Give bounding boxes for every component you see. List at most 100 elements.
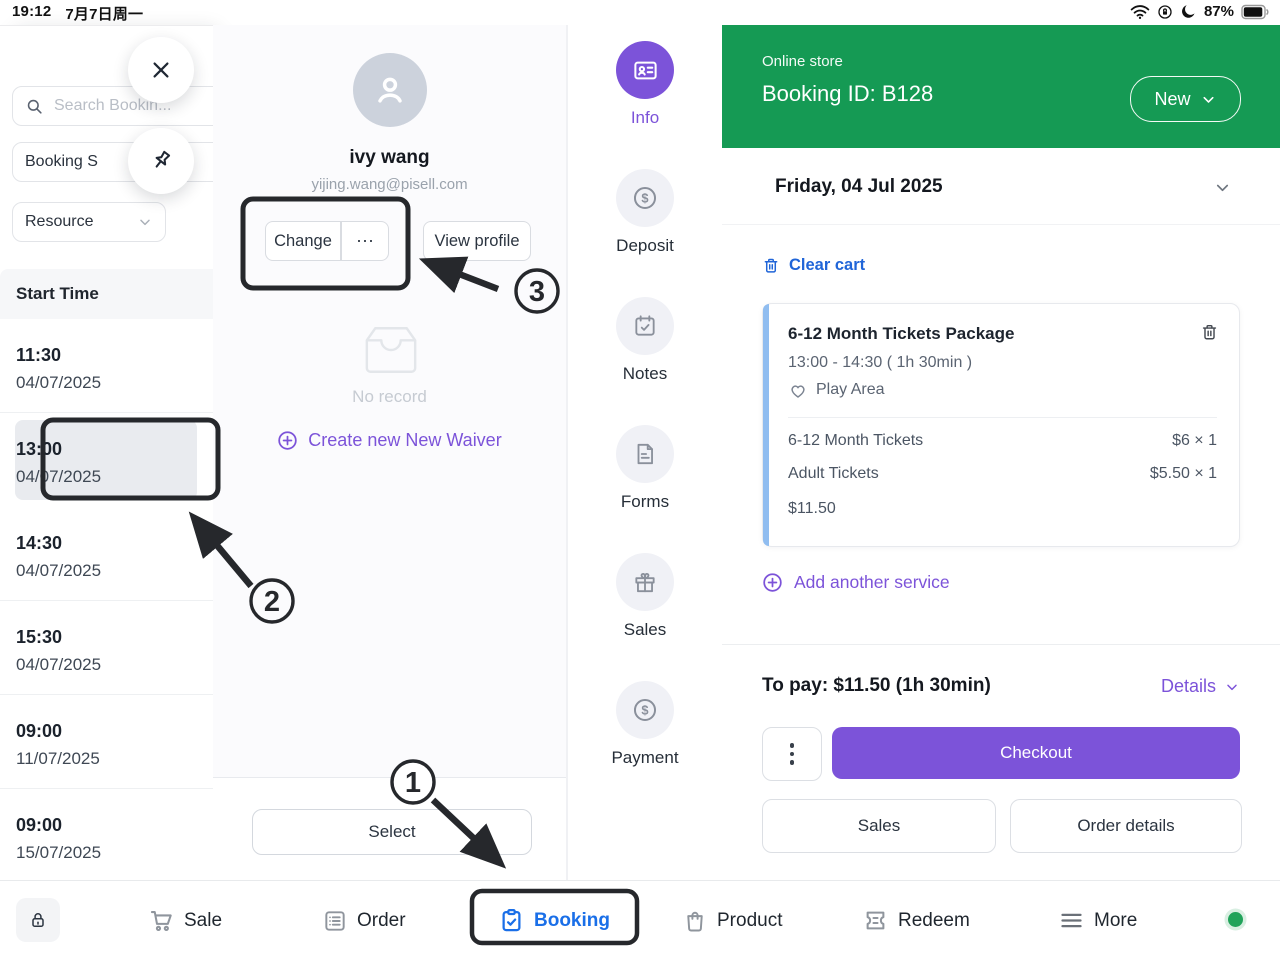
select-customer-button[interactable]: Select	[252, 809, 532, 855]
customer-panel: ivy wang yijing.wang@pisell.com Change ⋯…	[213, 25, 567, 880]
dollar-circle-icon: $	[631, 184, 659, 212]
status-bar: 19:12 7月7日周一 87%	[0, 0, 1280, 25]
empty-inbox-icon	[352, 321, 430, 379]
calendar-check-icon	[632, 313, 658, 339]
divider	[722, 644, 1280, 645]
cart-item-accent-bar	[763, 304, 769, 546]
chevron-down-icon	[137, 214, 153, 230]
nav-item-info[interactable]: Info	[568, 41, 722, 128]
empty-state-text: No record	[352, 387, 427, 406]
tab-booking[interactable]: Booking	[498, 881, 610, 960]
plus-circle-icon	[277, 430, 298, 451]
booking-header: Online store Booking ID: B128 New	[722, 25, 1280, 148]
table-row[interactable]: 14:30 04/07/2025	[0, 507, 213, 601]
trash-icon	[762, 256, 780, 275]
cart-item-card: 6-12 Month Tickets Package 13:00 - 14:30…	[762, 303, 1240, 547]
search-icon	[25, 97, 44, 116]
gift-icon	[632, 569, 658, 595]
cart-item-area: Play Area	[788, 381, 884, 399]
pin-panel-button[interactable]	[128, 128, 194, 194]
more-options-button[interactable]	[762, 727, 822, 781]
tab-order[interactable]: Order	[322, 881, 406, 960]
cart-line: 6-12 Month Tickets $6 × 1	[788, 432, 1217, 449]
close-icon	[150, 59, 172, 81]
checkout-button[interactable]: Checkout	[832, 727, 1240, 779]
pin-icon	[148, 148, 174, 174]
tab-product[interactable]: Product	[682, 881, 782, 960]
nav-item-payment[interactable]: $ Payment	[568, 681, 722, 768]
clipboard-check-icon	[498, 907, 525, 934]
heart-icon	[788, 381, 808, 399]
resource-dropdown[interactable]: Resource	[12, 202, 166, 242]
id-card-icon	[632, 57, 659, 84]
bottom-tab-bar: Sale Order Booking Product Redeem More	[0, 880, 1280, 960]
battery-icon	[1241, 4, 1270, 20]
rotation-lock-icon	[1157, 4, 1173, 20]
wifi-icon	[1130, 4, 1150, 20]
customer-more-options-button[interactable]: ⋯	[341, 221, 389, 261]
lock-icon	[28, 910, 48, 930]
chevron-down-icon	[1224, 679, 1240, 695]
booking-id: Booking ID: B128	[762, 81, 934, 106]
cart-item-title: 6-12 Month Tickets Package	[788, 324, 1015, 343]
cart-item-subtotal: $11.50	[788, 500, 836, 517]
order-details-button[interactable]: Order details	[1010, 799, 1242, 853]
to-pay-total: To pay: $11.50 (1h 30min)	[762, 675, 991, 696]
booking-detail-panel: Online store Booking ID: B128 New Friday…	[722, 25, 1280, 880]
resource-label: Resource	[25, 213, 94, 230]
nav-item-deposit[interactable]: $ Deposit	[568, 169, 722, 256]
dollar-circle-icon: $	[631, 696, 659, 724]
payment-details-toggle[interactable]: Details	[1161, 676, 1240, 697]
booking-side-nav: Info $ Deposit Notes Forms Sales $ Payme…	[567, 25, 722, 880]
svg-text:$: $	[641, 191, 648, 206]
ticket-icon	[862, 907, 889, 934]
cart-item-time: 13:00 - 14:30 ( 1h 30min )	[788, 354, 973, 371]
nav-item-sales[interactable]: Sales	[568, 553, 722, 640]
customer-name: ivy wang	[349, 147, 430, 168]
plus-circle-icon	[762, 572, 783, 593]
booking-status-pill[interactable]: New	[1130, 76, 1241, 122]
table-row[interactable]: 09:00 11/07/2025	[0, 695, 213, 789]
booking-date-row[interactable]: Friday, 04 Jul 2025	[722, 148, 1280, 225]
booking-status-label: Booking S	[25, 153, 98, 170]
cart-line: Adult Tickets $5.50 × 1	[788, 465, 1217, 482]
chevron-down-icon	[1200, 91, 1217, 108]
tab-more[interactable]: More	[1058, 881, 1137, 960]
person-icon	[369, 69, 411, 111]
create-waiver-link[interactable]: Create new New Waiver	[213, 430, 566, 451]
chevron-down-icon	[1213, 178, 1232, 197]
tab-redeem[interactable]: Redeem	[862, 881, 970, 960]
change-customer-button[interactable]: Change	[265, 221, 341, 261]
moon-icon	[1180, 3, 1197, 20]
add-another-service-link[interactable]: Add another service	[762, 572, 950, 593]
lock-button[interactable]	[16, 898, 60, 942]
booking-list-panel: Booking S Resource Start Time 11:30 04/0…	[0, 25, 213, 881]
table-row[interactable]: 11:30 04/07/2025	[0, 319, 213, 413]
channel-label: Online store	[762, 53, 843, 70]
clear-cart-button[interactable]: Clear cart	[762, 256, 865, 275]
remove-cart-item-button[interactable]	[1200, 322, 1219, 342]
avatar	[353, 53, 427, 127]
nav-item-notes[interactable]: Notes	[568, 297, 722, 384]
document-icon	[632, 441, 658, 467]
bag-icon	[682, 908, 708, 934]
table-header-start-time: Start Time	[0, 269, 213, 319]
table-row[interactable]: 15:30 04/07/2025	[0, 601, 213, 695]
sales-button[interactable]: Sales	[762, 799, 996, 853]
table-row-selected[interactable]: 13:00 04/07/2025	[16, 439, 102, 486]
tab-sale[interactable]: Sale	[148, 881, 222, 960]
close-panel-button[interactable]	[128, 37, 194, 103]
table-row[interactable]: 09:00 15/07/2025	[0, 789, 213, 881]
nav-item-forms[interactable]: Forms	[568, 425, 722, 512]
svg-text:$: $	[641, 703, 648, 718]
battery-percent: 87%	[1203, 3, 1234, 20]
view-profile-button[interactable]: View profile	[423, 221, 531, 261]
divider	[788, 417, 1217, 418]
connection-status-dot	[1228, 912, 1243, 927]
customer-panel-footer: Select	[213, 777, 566, 880]
date: 7月7日周一	[65, 6, 144, 23]
customer-email: yijing.wang@pisell.com	[311, 176, 468, 193]
hamburger-icon	[1058, 907, 1085, 934]
clock: 19:12	[12, 3, 52, 20]
